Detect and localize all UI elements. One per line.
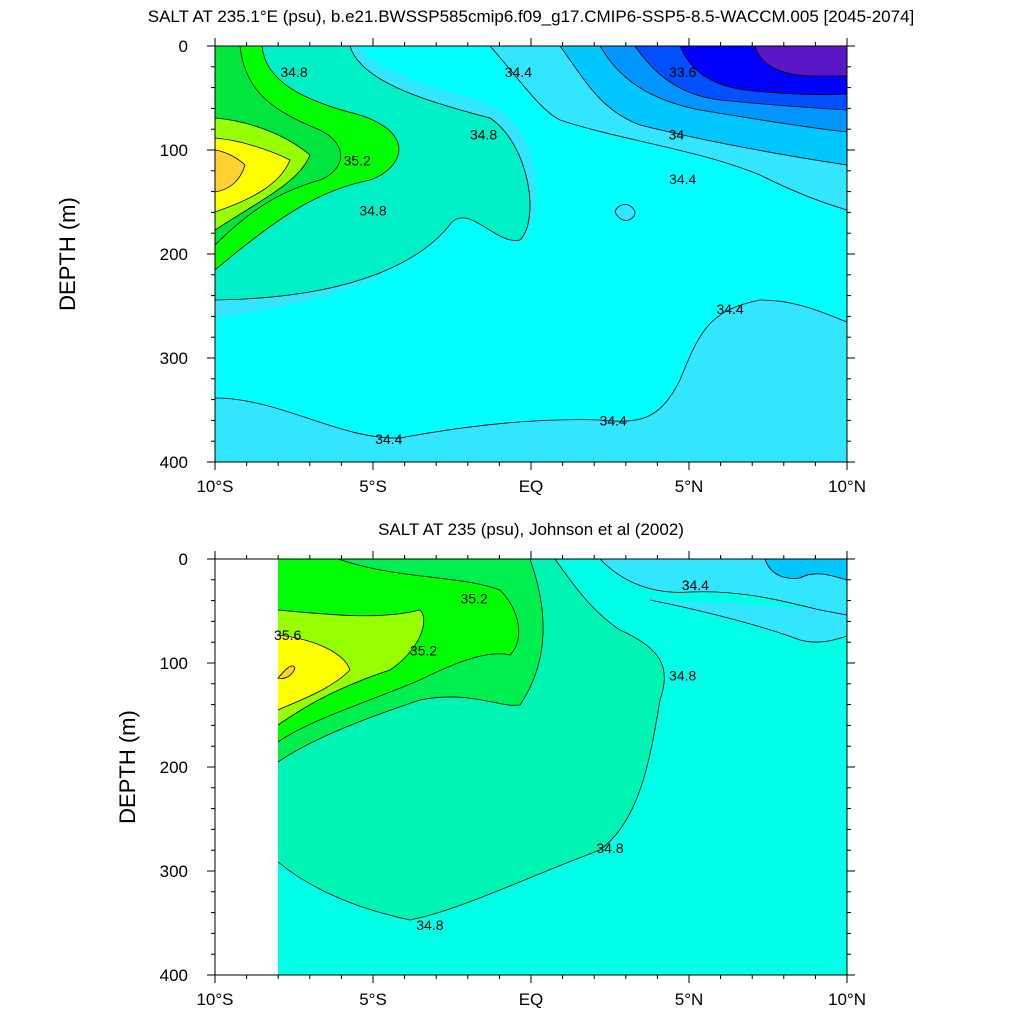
x-tick-label: 5°S	[359, 477, 387, 496]
x-tick-label: 5°S	[359, 990, 387, 1009]
y-tick-label: 100	[160, 141, 188, 160]
contour-label: 34.4	[669, 171, 696, 187]
x-tick-label: 10°N	[828, 477, 866, 496]
contour-label: 34.4	[505, 64, 532, 80]
contour-label: 35.2	[344, 152, 371, 168]
panel-2-contour-fill	[215, 559, 847, 975]
contour-label: 34.4	[375, 431, 402, 447]
y-tick-label: 400	[160, 453, 188, 472]
panel-2-axis-ticks: 10°S 5°S EQ 5°N 10°N 0 100 200 300 400	[160, 550, 866, 1009]
y-tick-label: 0	[179, 550, 188, 569]
panel-1-y-axis-label: DEPTH (m)	[55, 197, 80, 311]
panel-1-axis-ticks: 10°S 5°S EQ 5°N 10°N 0 100 200 300 400	[160, 37, 866, 496]
y-tick-label: 300	[160, 862, 188, 881]
contour-label: 34	[669, 126, 685, 142]
y-tick-label: 200	[160, 245, 188, 264]
panel-2-contour-labels: 35.2 34.4 35.6 35.2 34.8 34.8 34.8	[274, 577, 709, 933]
fill-34-2	[765, 559, 847, 580]
contour-label: 34.8	[359, 202, 386, 218]
panel-2-title: SALT AT 235 (psu), Johnson et al (2002)	[378, 520, 684, 539]
contour-label: 34.8	[596, 840, 623, 856]
x-tick-label: 10°S	[196, 477, 233, 496]
contour-label: 34.8	[470, 126, 497, 142]
panel-2-contour-lines	[277, 559, 847, 921]
contour-label: 34.4	[682, 577, 709, 593]
panel-1-contour-fill	[215, 46, 847, 462]
fill-35-6	[278, 635, 350, 710]
contour-label: 34.8	[280, 64, 307, 80]
contour-label: 34.4	[600, 412, 627, 428]
x-tick-label: EQ	[519, 477, 544, 496]
contour-label: 34.4	[716, 301, 743, 317]
y-tick-label: 300	[160, 349, 188, 368]
panel-2: SALT AT 235 (psu), Johnson et al (2002)	[115, 520, 866, 1009]
x-tick-label: 5°N	[675, 990, 704, 1009]
contour-label: 34.8	[669, 667, 696, 683]
x-tick-label: EQ	[519, 990, 544, 1009]
contour-label: 35.2	[460, 591, 487, 607]
fill-35-8	[278, 665, 295, 679]
panel-2-y-axis-label: DEPTH (m)	[115, 710, 140, 824]
y-tick-label: 100	[160, 654, 188, 673]
y-tick-label: 200	[160, 758, 188, 777]
fill-35-8	[215, 150, 245, 192]
panel-1: SALT AT 235.1°E (psu), b.e21.BWSSP585cmi…	[55, 7, 914, 496]
panel-1-title: SALT AT 235.1°E (psu), b.e21.BWSSP585cmi…	[148, 7, 915, 26]
contour-label: 34.8	[416, 917, 443, 933]
y-tick-label: 0	[179, 37, 188, 56]
x-tick-label: 10°N	[828, 990, 866, 1009]
panel-1-contour-lines	[215, 46, 847, 439]
fill-34-4-deep	[215, 300, 847, 462]
x-tick-label: 10°S	[196, 990, 233, 1009]
fill-35-4	[278, 610, 424, 725]
fill-34-4-eddy	[615, 204, 635, 221]
panel-1-contour-labels: 34.8 34.4 33.6 34.8 35.2 34 34.4 34.8 34.4 34.4 34…	[280, 64, 744, 447]
contour-label: 35.2	[410, 643, 437, 659]
fill-33-4	[755, 46, 847, 76]
y-tick-label: 400	[160, 966, 188, 985]
contour-label: 35.6	[274, 627, 301, 643]
x-tick-label: 5°N	[675, 477, 704, 496]
contour-label: 33.6	[669, 64, 696, 80]
